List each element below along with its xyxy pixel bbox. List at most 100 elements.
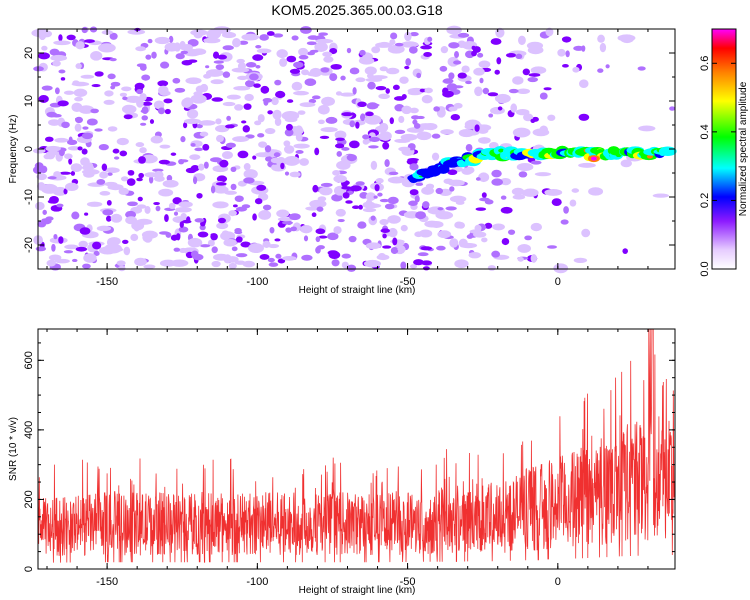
spectrogram-cell <box>173 211 179 216</box>
spectrogram-cell <box>101 163 108 171</box>
spectrogram-cell <box>267 110 273 115</box>
spectrogram-cell <box>380 228 390 233</box>
spectrogram-cell <box>605 64 610 69</box>
spectrogram-cell <box>478 60 491 69</box>
spectrogram-cell <box>454 259 469 269</box>
spectrogram-cell <box>275 253 282 259</box>
spectrogram-cell <box>135 46 147 52</box>
spectrogram-cell <box>68 136 73 144</box>
spectrogram-cell <box>419 88 426 93</box>
snr-ylabel: SNR (10 * v/v) <box>8 417 19 481</box>
spectrogram-cell <box>98 143 109 151</box>
spectrogram-cell <box>75 63 82 69</box>
spectrogram-cell <box>339 92 356 97</box>
spectrogram-cell <box>638 125 656 132</box>
spectrogram-cell <box>333 174 347 183</box>
spectrogram-cell <box>127 169 135 176</box>
spectrogram-cell <box>453 102 463 109</box>
spectrogram-cell <box>197 231 209 238</box>
spectrogram-ytick-label-2: 0 <box>23 146 35 152</box>
spectrogram-cell <box>138 172 144 179</box>
spectrogram-cell <box>211 97 224 102</box>
spectrogram-cell <box>183 118 201 125</box>
spectrogram-cell <box>106 238 114 247</box>
spectrogram-cell <box>230 166 237 173</box>
spectrogram-cell <box>453 60 462 65</box>
spectrogram-cell <box>314 42 328 52</box>
spectrogram-cell <box>371 46 381 54</box>
spectrogram-cell <box>399 76 409 84</box>
spectrogram-cell <box>320 127 338 133</box>
spectrogram-cell <box>187 98 194 106</box>
spectrogram-cell <box>153 170 164 179</box>
spectrogram-cell <box>245 80 255 88</box>
spectrogram-cell <box>110 85 116 90</box>
spectrogram-cell <box>446 25 462 35</box>
spectrogram-cell <box>370 160 378 170</box>
spectrogram-cell <box>487 92 499 97</box>
spectrogram-cell <box>215 182 227 186</box>
spectrogram-cell <box>458 128 475 138</box>
spectrogram-cell <box>31 28 50 38</box>
spectrogram-cell <box>152 168 164 172</box>
spectrogram-cell <box>497 106 503 111</box>
spectrogram-cell <box>249 73 259 81</box>
spectrogram-cell <box>264 145 272 153</box>
spectrogram-cell <box>341 253 352 259</box>
spectrogram-cell <box>216 175 228 183</box>
spectrogram-cell <box>121 104 137 114</box>
spectrogram-cell <box>440 46 449 54</box>
spectrogram-cell <box>285 227 292 233</box>
snr-xtick-label-1: -100 <box>246 576 268 588</box>
colorbar-ticks: 0.0 0.2 0.4 0.6 <box>699 56 736 277</box>
spectrogram-cell <box>375 86 387 91</box>
spectrogram-cell <box>431 152 440 161</box>
spectrogram-cell <box>181 43 193 52</box>
spectrogram-cell <box>252 213 257 221</box>
spectrogram-cell <box>66 34 76 41</box>
spectrogram-cell <box>130 233 139 242</box>
spectrogram-cell <box>144 206 151 214</box>
spectrogram-cell <box>479 197 490 202</box>
spectrogram-cell <box>563 206 569 214</box>
spectrogram-cell <box>362 207 377 213</box>
spectrogram-cell <box>170 259 189 267</box>
spectrogram-cell <box>175 53 185 60</box>
spectrogram-cell <box>65 182 79 192</box>
chart-title: KOM5.2025.365.00.03.G18 <box>271 2 442 18</box>
spectrogram-cell <box>315 228 326 235</box>
spectrogram-cell <box>237 75 249 81</box>
spectrogram-cell <box>273 152 281 158</box>
spectrogram-cell <box>120 176 129 182</box>
spectrogram-cell <box>50 54 68 62</box>
spectrogram-cell <box>387 44 405 54</box>
spectrogram-cell <box>83 171 95 178</box>
spectrogram-cell <box>291 35 299 41</box>
spectrogram-cell <box>63 250 74 254</box>
spectrogram-cell <box>385 88 390 94</box>
spectrogram-cell <box>235 253 248 258</box>
spectrogram-cell <box>289 68 301 74</box>
spectrogram-cell <box>439 65 448 72</box>
spectrogram-cell <box>243 177 255 184</box>
spectrogram-cell <box>223 238 237 247</box>
spectrogram-cell <box>545 27 554 37</box>
spectrogram-cell <box>183 122 188 129</box>
colorbar-tick-label-1: 0.2 <box>699 193 711 208</box>
spectrogram-cell <box>374 184 380 192</box>
spectrogram-cell <box>498 148 505 153</box>
spectrogram-cell <box>203 37 221 44</box>
spectrogram-cell <box>75 246 88 252</box>
spectrogram-cell <box>318 32 329 36</box>
spectrogram-cell <box>112 148 120 154</box>
spectrogram-cell <box>206 29 221 40</box>
spectrogram-cell <box>266 31 275 36</box>
spectrogram-cell <box>232 136 250 142</box>
spectrogram-cell <box>334 130 347 140</box>
spectrogram-cell <box>637 66 646 71</box>
spectrogram-cell <box>420 45 433 50</box>
spectrogram-cell <box>316 245 325 250</box>
spectrogram-cell <box>322 51 333 57</box>
spectrogram-cell <box>298 54 309 60</box>
